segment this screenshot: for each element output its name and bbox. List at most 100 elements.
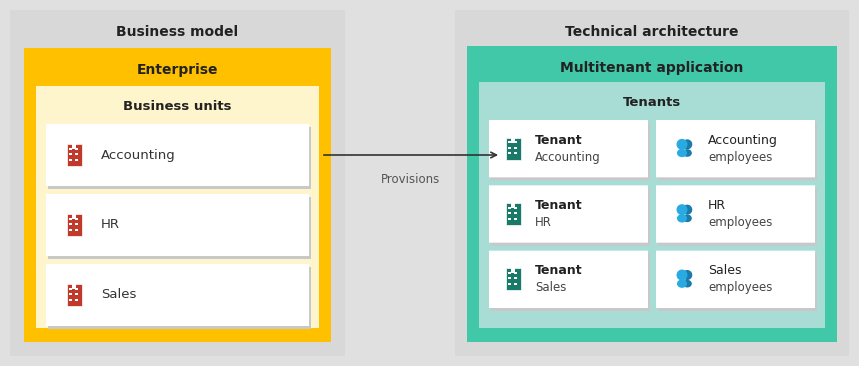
FancyBboxPatch shape bbox=[69, 293, 71, 295]
FancyBboxPatch shape bbox=[75, 153, 77, 155]
FancyBboxPatch shape bbox=[75, 147, 77, 150]
FancyBboxPatch shape bbox=[46, 264, 309, 326]
FancyBboxPatch shape bbox=[489, 185, 648, 243]
FancyBboxPatch shape bbox=[508, 212, 510, 214]
Text: HR: HR bbox=[708, 199, 726, 212]
FancyBboxPatch shape bbox=[508, 217, 510, 220]
FancyBboxPatch shape bbox=[491, 188, 650, 246]
FancyBboxPatch shape bbox=[514, 152, 516, 154]
FancyBboxPatch shape bbox=[656, 251, 815, 308]
FancyBboxPatch shape bbox=[66, 144, 82, 166]
FancyBboxPatch shape bbox=[69, 158, 71, 161]
FancyBboxPatch shape bbox=[514, 217, 516, 220]
FancyBboxPatch shape bbox=[505, 268, 521, 290]
FancyBboxPatch shape bbox=[658, 188, 817, 246]
FancyBboxPatch shape bbox=[656, 185, 815, 243]
FancyBboxPatch shape bbox=[505, 138, 521, 160]
FancyBboxPatch shape bbox=[455, 10, 849, 356]
Ellipse shape bbox=[677, 280, 687, 288]
FancyBboxPatch shape bbox=[508, 277, 510, 280]
Text: employees: employees bbox=[708, 151, 772, 164]
FancyBboxPatch shape bbox=[48, 267, 311, 329]
FancyBboxPatch shape bbox=[72, 144, 76, 149]
Text: Enterprise: Enterprise bbox=[137, 63, 218, 77]
FancyBboxPatch shape bbox=[75, 299, 77, 300]
FancyBboxPatch shape bbox=[69, 223, 71, 225]
FancyBboxPatch shape bbox=[514, 283, 516, 285]
FancyBboxPatch shape bbox=[511, 268, 515, 273]
FancyBboxPatch shape bbox=[69, 147, 71, 150]
FancyBboxPatch shape bbox=[69, 217, 71, 220]
FancyBboxPatch shape bbox=[75, 293, 77, 295]
FancyBboxPatch shape bbox=[514, 141, 516, 143]
Text: Tenant: Tenant bbox=[535, 134, 582, 146]
FancyBboxPatch shape bbox=[658, 123, 817, 180]
Text: Accounting: Accounting bbox=[535, 151, 600, 164]
Circle shape bbox=[683, 205, 691, 214]
FancyBboxPatch shape bbox=[467, 46, 837, 342]
FancyBboxPatch shape bbox=[46, 194, 309, 256]
FancyBboxPatch shape bbox=[511, 203, 515, 208]
Ellipse shape bbox=[677, 149, 687, 157]
FancyBboxPatch shape bbox=[514, 272, 516, 274]
Text: employees: employees bbox=[708, 216, 772, 229]
Text: Sales: Sales bbox=[535, 281, 566, 294]
FancyBboxPatch shape bbox=[75, 288, 77, 290]
Text: Business units: Business units bbox=[123, 100, 232, 112]
Text: HR: HR bbox=[535, 216, 551, 229]
FancyBboxPatch shape bbox=[66, 214, 82, 236]
FancyBboxPatch shape bbox=[656, 120, 815, 178]
Text: Accounting: Accounting bbox=[101, 149, 176, 161]
Text: Tenant: Tenant bbox=[535, 264, 582, 277]
FancyBboxPatch shape bbox=[69, 229, 71, 231]
FancyBboxPatch shape bbox=[514, 147, 516, 149]
FancyBboxPatch shape bbox=[24, 48, 331, 342]
FancyBboxPatch shape bbox=[508, 152, 510, 154]
FancyBboxPatch shape bbox=[75, 217, 77, 220]
Text: Multitenant application: Multitenant application bbox=[560, 61, 744, 75]
FancyBboxPatch shape bbox=[505, 203, 521, 225]
FancyBboxPatch shape bbox=[658, 254, 817, 311]
Text: employees: employees bbox=[708, 281, 772, 294]
Circle shape bbox=[677, 205, 687, 214]
FancyBboxPatch shape bbox=[511, 138, 515, 142]
FancyBboxPatch shape bbox=[46, 124, 309, 186]
FancyBboxPatch shape bbox=[479, 82, 825, 328]
Circle shape bbox=[683, 271, 691, 279]
Circle shape bbox=[683, 140, 691, 149]
Ellipse shape bbox=[677, 214, 687, 223]
FancyBboxPatch shape bbox=[36, 86, 319, 328]
FancyBboxPatch shape bbox=[69, 153, 71, 155]
FancyBboxPatch shape bbox=[489, 251, 648, 308]
FancyBboxPatch shape bbox=[75, 223, 77, 225]
FancyBboxPatch shape bbox=[491, 254, 650, 311]
Ellipse shape bbox=[683, 214, 691, 222]
Text: Sales: Sales bbox=[708, 264, 741, 277]
FancyBboxPatch shape bbox=[508, 147, 510, 149]
FancyBboxPatch shape bbox=[72, 284, 76, 289]
FancyBboxPatch shape bbox=[10, 10, 345, 356]
Text: Technical architecture: Technical architecture bbox=[565, 25, 739, 39]
Ellipse shape bbox=[683, 149, 691, 157]
FancyBboxPatch shape bbox=[69, 288, 71, 290]
Text: Tenants: Tenants bbox=[623, 96, 681, 108]
FancyBboxPatch shape bbox=[48, 127, 311, 189]
Text: Accounting: Accounting bbox=[708, 134, 778, 146]
FancyBboxPatch shape bbox=[66, 284, 82, 306]
FancyBboxPatch shape bbox=[491, 123, 650, 180]
FancyBboxPatch shape bbox=[489, 120, 648, 178]
FancyBboxPatch shape bbox=[508, 272, 510, 274]
FancyBboxPatch shape bbox=[48, 197, 311, 259]
FancyBboxPatch shape bbox=[508, 141, 510, 143]
Text: Provisions: Provisions bbox=[381, 173, 441, 186]
Text: HR: HR bbox=[101, 219, 120, 232]
FancyBboxPatch shape bbox=[75, 229, 77, 231]
Text: Business model: Business model bbox=[117, 25, 239, 39]
FancyBboxPatch shape bbox=[508, 283, 510, 285]
FancyBboxPatch shape bbox=[514, 277, 516, 280]
FancyBboxPatch shape bbox=[69, 299, 71, 300]
Text: Sales: Sales bbox=[101, 288, 137, 302]
FancyBboxPatch shape bbox=[508, 206, 510, 209]
Text: Tenant: Tenant bbox=[535, 199, 582, 212]
Circle shape bbox=[677, 270, 687, 280]
